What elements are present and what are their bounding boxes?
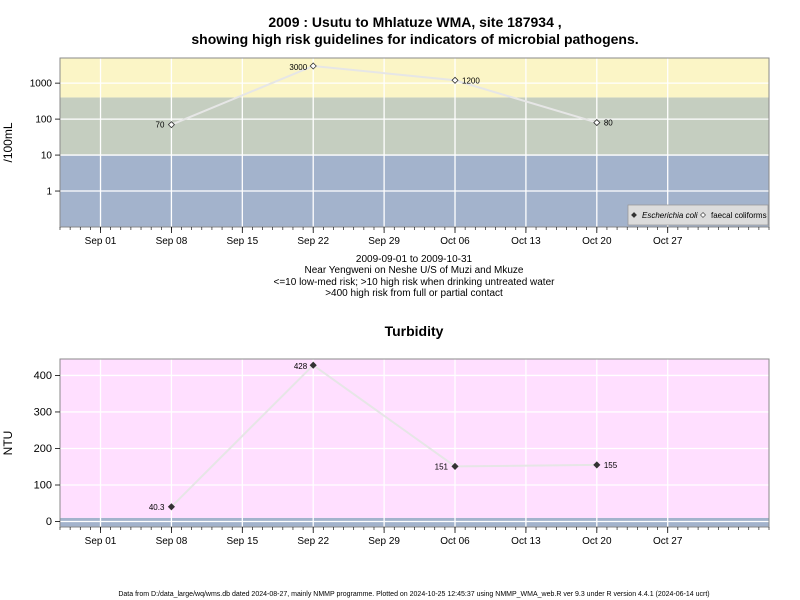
chart2-xtick-label: Sep 15: [226, 536, 258, 547]
chart1-legend-label: Escherichia coli: [642, 211, 698, 220]
chart2-band: [60, 517, 769, 527]
chart2-point: [451, 462, 459, 470]
chart1-xtick-label: Sep 01: [85, 236, 117, 247]
chart2-data-label: 40.3: [149, 503, 165, 512]
chart2-ytick-label: 200: [34, 443, 52, 455]
chart1-xtick-label: Oct 06: [440, 236, 470, 247]
chart1-ytick-label: 10: [41, 150, 53, 161]
chart1-title-line2: showing high risk guidelines for indicat…: [191, 31, 638, 47]
chart2-title: Turbidity: [385, 323, 444, 339]
chart2-xtick-label: Oct 13: [511, 536, 541, 547]
chart1-xtick-label: Sep 22: [297, 236, 329, 247]
chart2-plot: 0 100 200 300 400 NTU Sep 01 Sep 08 Sep 15 Sep 22…: [1, 358, 770, 547]
chart1-legend-marker: [631, 212, 637, 218]
chart2-ytick-label: 0: [46, 516, 52, 528]
chart2-point: [593, 461, 601, 469]
chart2-xtick-label: Oct 27: [653, 536, 683, 547]
chart1-point: [309, 62, 317, 70]
chart1-ylabel: /100mL: [1, 122, 15, 162]
chart1-ytick-label: 1000: [30, 78, 53, 89]
chart1-xtick-label: Sep 08: [156, 236, 188, 247]
chart1-data-label: 80: [604, 119, 613, 128]
chart1-data-label: 1200: [462, 76, 480, 85]
chart1-annotation-1: 2009-09-01 to 2009-10-31: [356, 254, 473, 265]
chart2-ytick-label: 100: [34, 480, 52, 492]
chart2-xtick-label: Sep 29: [368, 536, 400, 547]
chart1-plot: 1 10 100 1000/100mL Sep 01 Sep 08 Sep 15 Sep 22…: [1, 57, 770, 247]
chart2-xtick-label: Sep 08: [156, 536, 188, 547]
chart1-annotation-4: >400 high risk from full or partial cont…: [325, 288, 503, 299]
chart2-xtick-label: Sep 01: [85, 536, 117, 547]
chart2-data-label: 155: [604, 461, 618, 470]
chart1-band: [60, 97, 769, 156]
chart1-legend-label: faecal coliforms: [711, 211, 767, 220]
chart1-series-line: [171, 64, 598, 126]
chart1-legend-marker: [700, 212, 706, 218]
chart2-point: [309, 361, 317, 369]
footer-note: Data from D:/data_large/wq/wms.db dated …: [118, 591, 709, 598]
chart2-xtick-label: Oct 20: [582, 536, 612, 547]
chart1-ytick-label: 1: [46, 186, 52, 197]
chart1-xtick-label: Oct 13: [511, 236, 541, 247]
chart1-data-label: 70: [156, 121, 165, 130]
chart1-point: [451, 76, 459, 84]
chart1-xtick-label: Sep 15: [226, 236, 258, 247]
chart2-xtick-label: Sep 22: [297, 536, 329, 547]
chart2-point: [167, 503, 175, 511]
chart1-point: [593, 119, 601, 127]
chart1-title-line1: 2009 : Usutu to Mhlatuze WMA, site 18793…: [268, 14, 561, 30]
chart2-ytick-label: 400: [34, 370, 52, 382]
chart1-band: [60, 58, 769, 98]
chart1-point: [167, 121, 175, 129]
chart1-xtick-label: Oct 20: [582, 236, 612, 247]
chart1-annotation-2: Near Yengweni on Neshe U/S of Muzi and M…: [304, 265, 523, 276]
chart1-xtick-label: Sep 29: [368, 236, 400, 247]
chart2-data-label: 428: [294, 362, 308, 371]
chart2-series-line: [170, 363, 597, 508]
chart1-data-label: 3000: [289, 63, 307, 72]
chart1-xtick-label: Oct 27: [653, 236, 683, 247]
chart2-ytick-label: 300: [34, 407, 52, 419]
chart1-ytick-label: 100: [35, 114, 52, 125]
chart2-ylabel: NTU: [1, 431, 15, 456]
chart2-data-label: 151: [435, 462, 449, 471]
chart1-annotation-3: <=10 low-med risk; >10 high risk when dr…: [274, 277, 556, 288]
chart1-legend-box: [627, 204, 769, 226]
chart2-xtick-label: Oct 06: [440, 536, 470, 547]
